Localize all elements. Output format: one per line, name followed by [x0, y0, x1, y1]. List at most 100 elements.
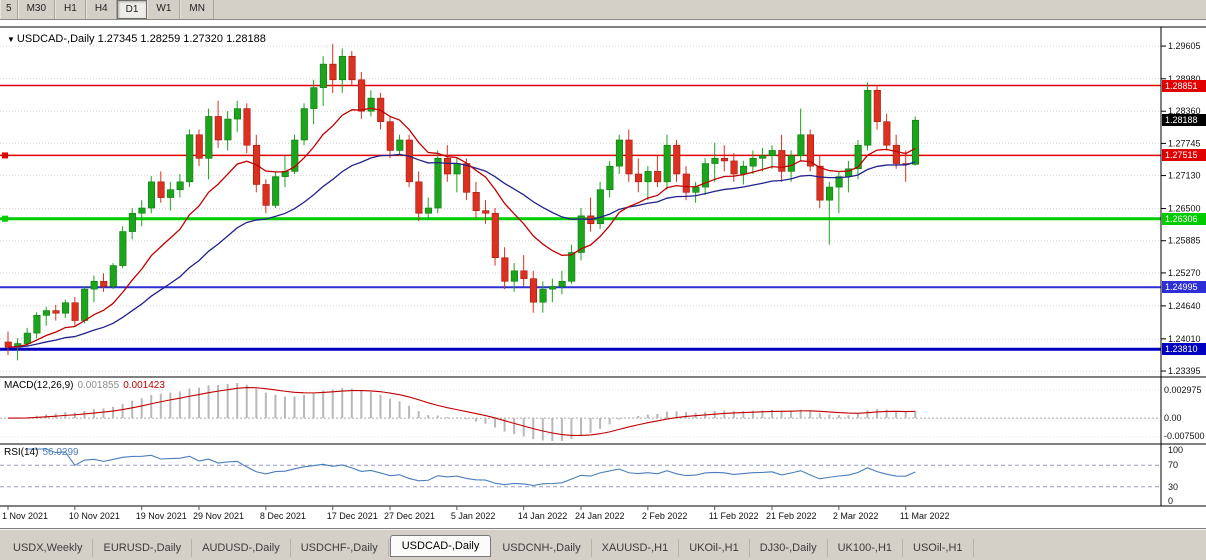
chart-tab-audusd-daily[interactable]: AUDUSD-,Daily: [192, 539, 291, 557]
chart-tab-uk100-h1[interactable]: UK100-,H1: [828, 539, 904, 557]
candles-layer: [4, 43, 920, 361]
chart-tab-usdcad-daily[interactable]: USDCAD-,Daily: [389, 535, 492, 557]
candle-body: [319, 63, 327, 88]
chart-tab-ukoil-h1[interactable]: UKOil-,H1: [679, 539, 750, 557]
candle-body: [873, 89, 881, 122]
chart-tab-dj30-daily[interactable]: DJ30-,Daily: [750, 539, 828, 557]
candle-body: [558, 280, 566, 287]
chart-tabs-bar: USDX,Weekly EURUSD-,Daily AUDUSD-,Daily USD…: [0, 528, 1206, 560]
candle-body: [510, 270, 518, 282]
price-tick-label: 1.25885: [1168, 236, 1201, 246]
rsi-axis-label: 0: [1168, 496, 1173, 506]
price-tick-label: 1.23395: [1168, 366, 1201, 376]
level-handle[interactable]: [2, 215, 8, 222]
candle-body: [759, 155, 767, 159]
candle-body: [224, 118, 232, 141]
macd-axis-label: 0.00: [1164, 413, 1182, 423]
timeframe-button-d1[interactable]: D1: [116, 0, 148, 19]
one-click-dropdown-icon[interactable]: ▼: [7, 35, 15, 44]
date-label: 19 Nov 2021: [136, 511, 187, 521]
candle-body: [338, 55, 347, 81]
price-tick-label: 1.29605: [1168, 41, 1201, 51]
candle-body: [768, 150, 776, 156]
candle-body: [443, 158, 452, 175]
level-price-label: 1.24995: [1162, 281, 1206, 294]
axes-and-borders: 1.29605 1.28980 1.28360 1.27745 1.27130 1.265…: [0, 26, 1206, 507]
candle-body: [625, 139, 633, 175]
time-axis: 1 Nov 2021 10 Nov 2021 19 Nov 2021 29 Nov 2…: [2, 506, 950, 521]
candle-body: [358, 79, 366, 112]
candle-body: [147, 181, 156, 209]
candle-body: [720, 158, 729, 162]
moving-averages: [7, 107, 916, 348]
price-tick-label: 1.25270: [1168, 268, 1201, 278]
price-tick-label: 1.26500: [1168, 204, 1201, 214]
date-label: 1 Nov 2021: [2, 511, 48, 521]
bid-price-label: 1.28188: [1162, 114, 1206, 127]
timeframe-button-h4[interactable]: H4: [85, 0, 117, 19]
date-label: 5 Jan 2022: [451, 511, 496, 521]
candle-body: [740, 165, 748, 175]
candle-body: [186, 134, 194, 183]
chart-tab-xauusd-h1[interactable]: XAUUSD-,H1: [592, 539, 680, 557]
timeframe-button-w1[interactable]: W1: [147, 0, 181, 19]
candle-body: [615, 139, 624, 167]
price-tick-label: 1.27745: [1168, 138, 1201, 148]
candle-body: [692, 186, 700, 193]
macd-signal-line: [7, 387, 916, 437]
date-label: 24 Jan 2022: [575, 511, 625, 521]
candle-body: [787, 155, 795, 172]
candle-body: [549, 286, 557, 290]
chart-title: ▼ USDCAD-,Daily 1.27345 1.28259 1.27320 1…: [7, 33, 266, 45]
candle-body: [272, 176, 280, 206]
rsi-line: [27, 448, 916, 487]
candle-body: [291, 139, 299, 172]
macd-indicator-label: MACD(12,26,9) 0.001855 0.001423: [4, 380, 165, 391]
chart-ohlc-values: 1.27345 1.28259 1.27320 1.28188: [97, 33, 266, 45]
candle-body: [596, 189, 604, 225]
chart-tab-usdx-weekly[interactable]: USDX,Weekly: [3, 539, 94, 557]
candle-body: [109, 265, 117, 287]
candle-body: [205, 116, 213, 159]
candle-body: [482, 210, 490, 214]
candle-body: [214, 116, 222, 141]
chart-tab-usdcnh-daily[interactable]: USDCNH-,Daily: [492, 539, 592, 557]
chart-tab-eurusd-daily[interactable]: EURUSD-,Daily: [93, 539, 193, 557]
chart-tab-usdchf-daily[interactable]: USDCHF-,Daily: [291, 539, 389, 557]
timeframe-toolbar: 5 M30 H1 H4 D1 W1 MN: [0, 0, 1206, 20]
candle-body: [749, 158, 757, 167]
candle-body: [386, 121, 394, 151]
timeframe-button-h1[interactable]: H1: [55, 0, 86, 19]
candle-body: [606, 165, 614, 191]
candle-body: [90, 280, 98, 290]
candle-body: [157, 181, 165, 198]
candle-body: [816, 165, 824, 201]
candle-body: [520, 270, 528, 279]
chart-tab-usoil-h1[interactable]: USOil-,H1: [903, 539, 974, 557]
chart-symbol-label: USDCAD-,Daily: [16, 33, 95, 45]
candle-body: [682, 173, 690, 193]
candle-body: [61, 302, 70, 314]
price-tick-label: 1.27130: [1168, 171, 1201, 181]
candle-body: [701, 163, 709, 188]
candle-body: [176, 181, 184, 191]
candle-body: [167, 189, 175, 198]
candle-body: [434, 158, 442, 209]
timeframe-button-mn[interactable]: MN: [180, 0, 214, 19]
candle-body: [128, 212, 136, 232]
candle-body: [243, 108, 251, 146]
timeframe-button-m30[interactable]: M30: [17, 0, 56, 19]
candle-body: [778, 150, 786, 172]
candle-body: [119, 231, 127, 266]
level-handle[interactable]: [2, 152, 8, 159]
price-tick-label: 1.28980: [1168, 74, 1201, 84]
candle-body: [654, 171, 662, 183]
date-label: 8 Dec 2021: [260, 511, 306, 521]
candle-body: [195, 134, 203, 159]
candle-body: [405, 139, 413, 183]
macd-axis-label: -0.007500: [1164, 431, 1205, 441]
macd-axis-label: 0.002975: [1164, 385, 1202, 395]
level-price-label: 1.23810: [1162, 343, 1206, 356]
timeframe-button-m5[interactable]: 5: [0, 0, 18, 19]
